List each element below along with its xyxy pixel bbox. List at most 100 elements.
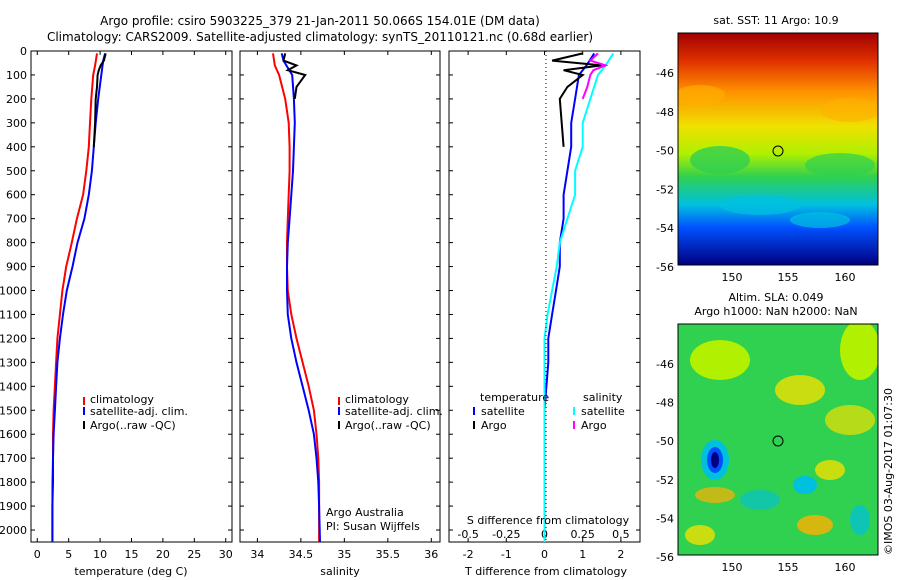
legend-label-satellite: satellite-adj. clim. bbox=[90, 405, 188, 418]
sst-map-title: sat. SST: 11 Argo: 10.9 bbox=[713, 14, 838, 27]
figure-title-line1: Argo profile: csiro 5903225_379 21-Jan-2… bbox=[100, 14, 540, 28]
legend-label-climatology: climatology bbox=[90, 393, 154, 406]
depth-tick-label: 900 bbox=[6, 261, 27, 274]
depth-tick-label: 400 bbox=[6, 141, 27, 154]
sst-x-tick-label: 150 bbox=[722, 271, 743, 284]
sst-y-tick-label: -54 bbox=[656, 222, 674, 235]
series-line-s-argo bbox=[581, 52, 609, 100]
map-ticks: 150 155 160 -46 -48 -50 -52 -54 -56 150 155 160 -46 -… bbox=[656, 67, 855, 574]
x-tick-label: 35.5 bbox=[376, 548, 401, 561]
depth-tick-label: 800 bbox=[6, 237, 27, 250]
sla-map-frame bbox=[677, 323, 879, 556]
sla-y-tick-label: -46 bbox=[656, 358, 674, 371]
x-tick-label: -2 bbox=[463, 548, 474, 561]
x-tick-label: -1 bbox=[501, 548, 512, 561]
depth-tick-label: 1100 bbox=[0, 308, 27, 321]
sla-map-title2: Argo h1000: NaN h2000: NaN bbox=[694, 305, 857, 318]
series-line-satellite-adj-clim- bbox=[280, 53, 321, 543]
profile-series bbox=[51, 52, 615, 543]
x-tick-label: 34 bbox=[250, 548, 264, 561]
x-tick-label: 25 bbox=[187, 548, 201, 561]
sst-map-frame bbox=[677, 32, 879, 266]
depth-tick-label: 1500 bbox=[0, 404, 27, 417]
sst-map-image bbox=[678, 33, 878, 265]
sla-x-tick-label: 155 bbox=[778, 561, 799, 574]
depth-tick-label: 1300 bbox=[0, 356, 27, 369]
sla-argo-marker bbox=[772, 435, 784, 447]
x-ticks: 0 5 10 15 20 25 30 34 34.5 35 35.5 36 -2 -1 0 1 2 -0.5 -0.… bbox=[34, 51, 630, 561]
sla-y-tick-label: -56 bbox=[656, 551, 674, 564]
temperature-axis-label: temperature (deg C) bbox=[74, 565, 187, 578]
s-diff-tick-label: 0.5 bbox=[612, 528, 630, 541]
depth-tick-label: 1900 bbox=[0, 500, 27, 513]
depth-tick-label: 100 bbox=[6, 69, 27, 82]
legend-label-satellite: satellite-adj. clim. bbox=[345, 405, 443, 418]
x-tick-label: 0 bbox=[34, 548, 41, 561]
x-tick-label: 30 bbox=[219, 548, 233, 561]
sla-x-tick-label: 160 bbox=[835, 561, 856, 574]
legend-label-s-satellite: satellite bbox=[581, 405, 625, 418]
temperature-panel-frame bbox=[30, 50, 233, 543]
series-line-t-argo bbox=[551, 52, 602, 147]
salinity-axis-label: salinity bbox=[320, 565, 360, 578]
salinity-panel-frame bbox=[239, 50, 441, 543]
series-line-argo-raw-qc- bbox=[282, 53, 307, 100]
legend-label-s-argo: Argo bbox=[581, 419, 607, 432]
sla-map-image bbox=[678, 324, 878, 555]
x-tick-label: 15 bbox=[125, 548, 139, 561]
depth-tick-label: 1000 bbox=[0, 285, 27, 298]
sst-x-tick-label: 160 bbox=[835, 271, 856, 284]
sla-y-tick-label: -50 bbox=[656, 435, 674, 448]
x-tick-label: 2 bbox=[617, 548, 624, 561]
depth-tick-label: 1800 bbox=[0, 476, 27, 489]
sst-y-tick-label: -48 bbox=[656, 106, 674, 119]
depth-tick-label: 200 bbox=[6, 93, 27, 106]
sst-y-tick-label: -50 bbox=[656, 145, 674, 158]
series-line-argo-raw-qc- bbox=[92, 53, 107, 147]
depth-tick-label: 600 bbox=[6, 189, 27, 202]
salinity-legend: climatology satellite-adj. clim. Argo(..… bbox=[338, 393, 443, 432]
x-tick-label: 1 bbox=[579, 548, 586, 561]
sla-y-tick-label: -48 bbox=[656, 397, 674, 410]
legend-label-argo: Argo(..raw -QC) bbox=[90, 419, 176, 432]
sla-y-tick-label: -54 bbox=[656, 512, 674, 525]
t-diff-axis-label: T difference from climatology bbox=[464, 565, 627, 578]
depth-tick-label: 1600 bbox=[0, 428, 27, 441]
x-tick-label: 36 bbox=[424, 548, 438, 561]
sst-x-tick-label: 155 bbox=[778, 271, 799, 284]
legend-label-t-satellite: satellite bbox=[481, 405, 525, 418]
depth-tick-label: 1400 bbox=[0, 380, 27, 393]
s-diff-tick-label: 0.25 bbox=[570, 528, 595, 541]
series-line-s-satellite bbox=[543, 52, 615, 542]
x-tick-label: 10 bbox=[93, 548, 107, 561]
series-line-satellite-adj-clim- bbox=[51, 53, 107, 542]
sst-y-tick-label: -46 bbox=[656, 67, 674, 80]
legend-label-argo: Argo(..raw -QC) bbox=[345, 419, 431, 432]
legend-label-t-argo: Argo bbox=[481, 419, 507, 432]
depth-tick-label: 1700 bbox=[0, 452, 27, 465]
temperature-legend: climatology satellite-adj. clim. Argo(..… bbox=[83, 393, 188, 432]
sst-y-tick-label: -56 bbox=[656, 261, 674, 274]
depth-tick-label: 2000 bbox=[0, 524, 27, 537]
s-diff-axis-label: S difference from climatology bbox=[467, 514, 630, 527]
x-tick-label: 34.5 bbox=[289, 548, 314, 561]
depth-tick-label: 300 bbox=[6, 117, 27, 130]
depth-tick-label: 700 bbox=[6, 213, 27, 226]
x-tick-label: 5 bbox=[65, 548, 72, 561]
imos-timestamp: ©IMOS 03-Aug-2017 01:07:30 bbox=[882, 388, 895, 555]
x-tick-label: 20 bbox=[156, 548, 170, 561]
s-diff-tick-label: -0.5 bbox=[457, 528, 478, 541]
legend-label-climatology: climatology bbox=[345, 393, 409, 406]
credit-line2: PI: Susan Wijffels bbox=[326, 520, 420, 533]
legend-title-salinity: salinity bbox=[583, 391, 623, 404]
depth-ticks: 0 100 200 300 400 500 600 700 800 900 1000 1100 1200… bbox=[0, 45, 640, 537]
sst-y-tick-label: -52 bbox=[656, 183, 674, 196]
sla-map-title1: Altim. SLA: 0.049 bbox=[728, 291, 823, 304]
x-tick-label: 0 bbox=[541, 548, 548, 561]
s-diff-tick-label: -0.25 bbox=[492, 528, 520, 541]
sla-y-tick-label: -52 bbox=[656, 474, 674, 487]
depth-tick-label: 0 bbox=[20, 45, 27, 58]
depth-tick-label: 500 bbox=[6, 165, 27, 178]
sla-x-tick-label: 150 bbox=[722, 561, 743, 574]
